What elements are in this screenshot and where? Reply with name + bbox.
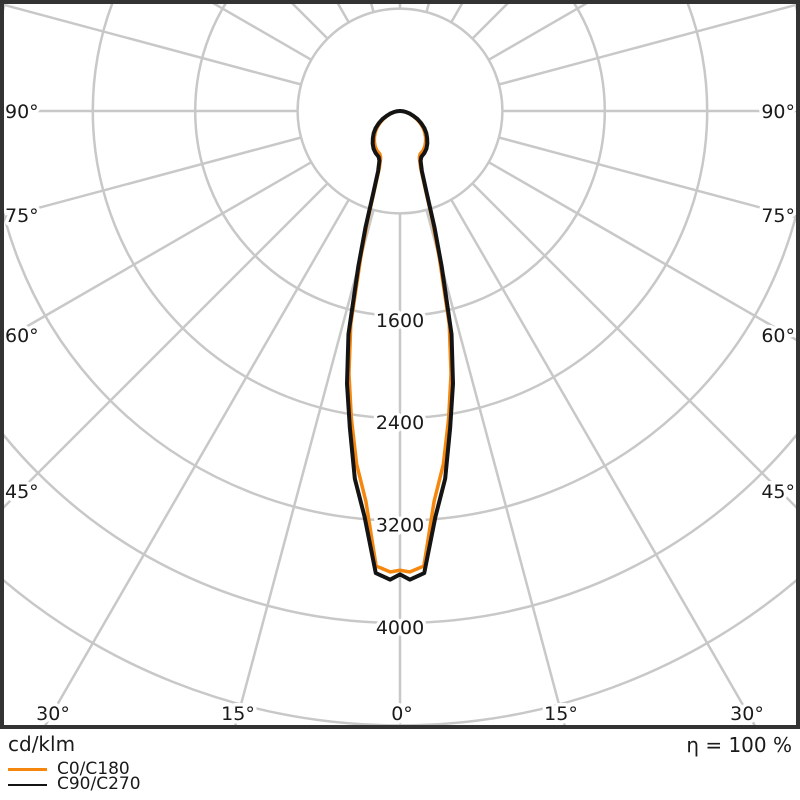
grid-spoke <box>450 199 756 725</box>
plot-border <box>0 0 800 729</box>
angle-label: 90° <box>5 101 39 123</box>
ring-labels: 1600 2400 3200 4000 <box>372 306 427 642</box>
angle-label: 15° <box>544 703 578 725</box>
grid-spoke <box>291 4 329 40</box>
angle-label: 30° <box>36 703 70 725</box>
ring-label: 4000 <box>376 617 424 639</box>
angle-labels: 90° 75° 60° 45° 30° 15° 0° 15° 30° 45° 60° 75° 90° <box>4 98 796 726</box>
angle-label: 30° <box>730 703 764 725</box>
grid-spoke <box>212 4 312 61</box>
grid-spoke <box>234 209 375 725</box>
grid-spoke <box>498 4 796 86</box>
grid-spoke <box>4 4 302 86</box>
legend-swatch-c90-c270 <box>8 783 47 786</box>
grid-spoke <box>425 209 566 725</box>
ring-label: 1600 <box>376 310 424 332</box>
angle-label: 60° <box>761 325 795 347</box>
angle-label: 60° <box>5 325 39 347</box>
grid-spoke <box>488 161 796 342</box>
grid-spoke <box>471 182 796 509</box>
grid-spoke <box>4 136 302 219</box>
legend-item-c90-c270: C90/C270 <box>8 774 141 794</box>
units-label: cd/klm <box>8 732 76 756</box>
angle-label: 75° <box>761 205 795 227</box>
legend-label-c0-c180: C0/C180 <box>57 759 130 779</box>
legend-swatch-c0-c180 <box>8 768 47 771</box>
angle-label: 15° <box>221 703 255 725</box>
angle-label: 75° <box>5 205 39 227</box>
angle-label: 90° <box>761 101 795 123</box>
chart-footer: cd/klm η = 100 % C0/C180 C90/C270 <box>0 731 800 800</box>
ring-label: 2400 <box>376 412 424 434</box>
curve-c90-c270 <box>345 109 455 582</box>
legend-label-c90-c270: C90/C270 <box>57 774 141 794</box>
angle-label: 45° <box>761 481 795 503</box>
grid-spoke <box>498 136 796 219</box>
grid-spoke <box>488 4 588 61</box>
legend-item-c0-c180: C0/C180 <box>8 759 141 779</box>
grid-spoke <box>4 182 329 509</box>
grid-spoke <box>4 161 312 342</box>
angle-label: 45° <box>5 481 39 503</box>
efficiency-label: η = 100 % <box>686 733 792 757</box>
legend: C0/C180 C90/C270 <box>8 759 141 794</box>
grid-spoke <box>44 199 350 725</box>
ring-label: 3200 <box>376 515 424 537</box>
grid-spoke <box>471 4 509 40</box>
angle-label: 0° <box>391 703 413 725</box>
